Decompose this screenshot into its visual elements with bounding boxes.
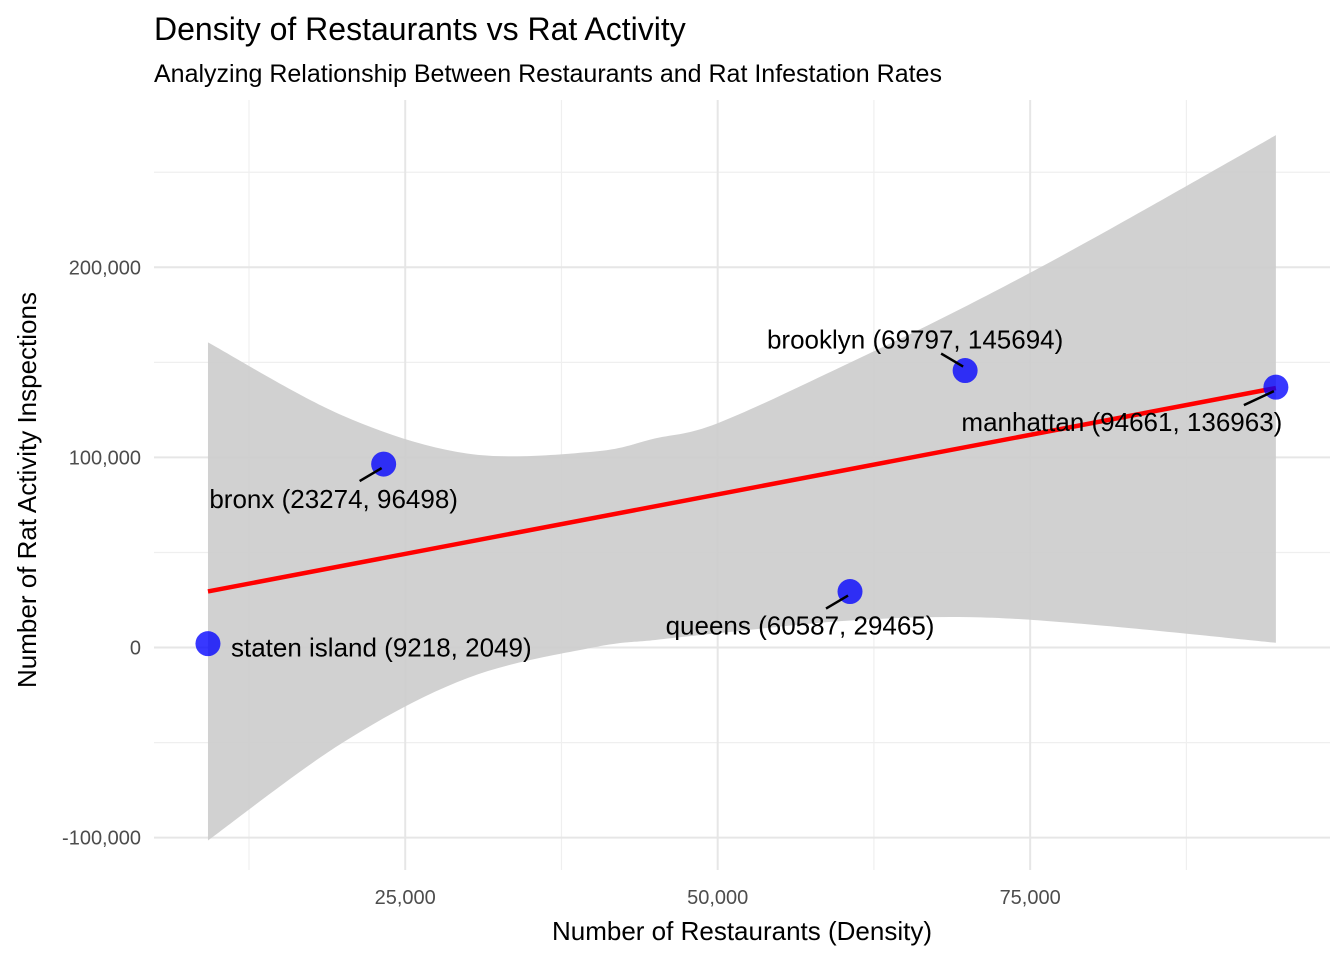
data-point-manhattan <box>1263 374 1289 400</box>
point-label-bronx: bronx (23274, 96498) <box>209 484 458 514</box>
label-leader-queens <box>825 594 849 610</box>
x-tick-label: 25,000 <box>375 887 436 909</box>
label-leader-bronx <box>359 467 383 483</box>
point-labels-layer: staten island (9218, 2049) bronx (23274, … <box>209 325 1282 663</box>
point-label-queens: queens (60587, 29465) <box>666 611 935 641</box>
point-label-manhattan: manhattan (94661, 136963) <box>961 407 1282 437</box>
label-leader-brooklyn <box>940 352 964 368</box>
point-label-brooklyn: brooklyn (69797, 145694) <box>767 325 1063 355</box>
y-tick-label: -100,000 <box>62 828 141 850</box>
axis-ticks-layer: 25,000 50,000 75,000 -100,000 0 100,000 200,00… <box>62 257 1061 909</box>
y-axis-title: Number of Rat Activity Inspections <box>12 292 42 688</box>
trend-line <box>207 385 1277 594</box>
x-tick-label: 75,000 <box>1000 887 1061 909</box>
y-tick-label: 200,000 <box>69 257 141 279</box>
label-leader-manhattan <box>1243 390 1275 407</box>
x-tick-label: 50,000 <box>687 887 748 909</box>
chart-title: Density of Restaurants vs Rat Activity <box>154 11 686 47</box>
point-label-staten-island: staten island (9218, 2049) <box>231 633 532 663</box>
data-point-staten-island <box>195 631 221 657</box>
x-axis-title: Number of Restaurants (Density) <box>552 916 932 946</box>
trend-line-layer <box>207 385 1277 594</box>
y-tick-label: 0 <box>130 638 141 660</box>
y-tick-label: 100,000 <box>69 447 141 469</box>
chart-subtitle: Analyzing Relationship Between Restauran… <box>154 60 942 88</box>
